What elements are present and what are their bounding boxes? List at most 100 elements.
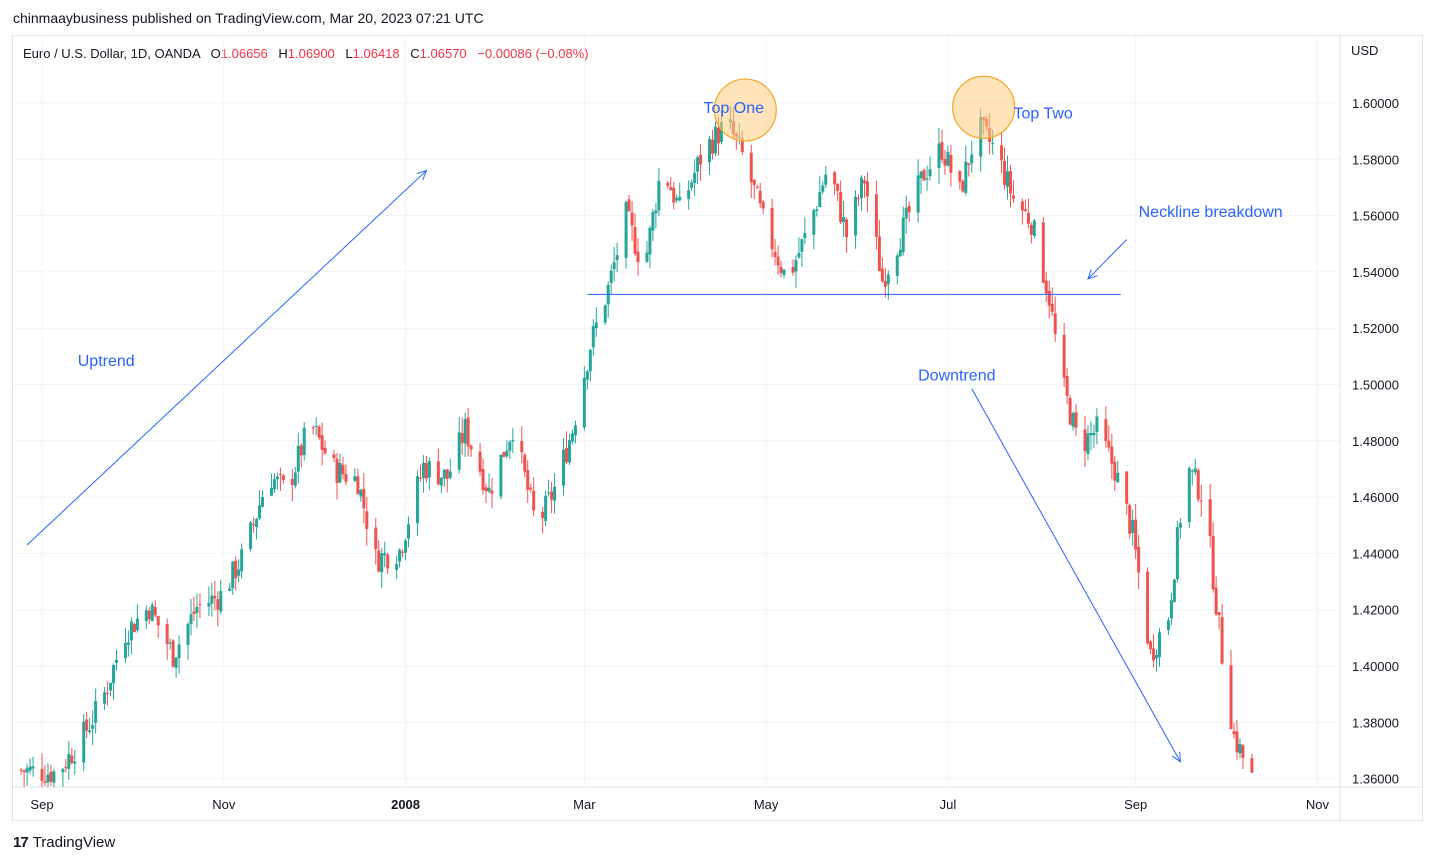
candle: [541, 506, 545, 534]
candle: [106, 681, 110, 706]
candle: [687, 180, 691, 210]
candle-body: [883, 281, 887, 287]
candle: [228, 582, 232, 592]
candle: [374, 517, 378, 565]
candle-body: [582, 377, 586, 428]
candle: [824, 165, 828, 188]
arrow-head: [1171, 751, 1181, 763]
candle: [186, 622, 190, 661]
candle-body: [353, 476, 357, 481]
candle-body: [895, 255, 899, 276]
low-value: 1.06418: [352, 46, 400, 61]
high-value: 1.06900: [287, 46, 335, 61]
candle: [210, 582, 214, 617]
candle-body: [505, 450, 509, 457]
candle-body: [177, 644, 181, 659]
candle: [1128, 503, 1132, 539]
candle: [624, 200, 628, 269]
candle-body: [293, 472, 297, 486]
candle-body: [839, 192, 843, 223]
candle-body: [91, 724, 95, 729]
candle: [880, 257, 884, 283]
candle-body: [573, 425, 577, 436]
candle-body: [401, 551, 405, 553]
candle: [1086, 425, 1090, 461]
neckline-pointer-arrow: [1087, 239, 1128, 280]
candle: [800, 238, 804, 267]
annotation-label: Downtrend: [918, 367, 995, 384]
candle: [857, 194, 861, 207]
candle-body: [234, 560, 238, 579]
y-tick-label: 1.56000: [1352, 209, 1399, 224]
grid-lines: [13, 36, 1340, 787]
candle: [1068, 394, 1072, 426]
currency-label: USD: [1351, 43, 1378, 58]
candle-body: [511, 439, 515, 442]
candle: [415, 470, 419, 536]
candle-body: [460, 433, 464, 444]
candle-body: [633, 227, 637, 254]
candle: [752, 179, 756, 200]
candle: [675, 194, 679, 203]
candle: [64, 758, 68, 773]
candle-body: [1128, 505, 1132, 534]
candle: [755, 184, 759, 189]
top-two-circle: [952, 75, 1016, 139]
candle: [1050, 287, 1054, 317]
candle-body: [1211, 536, 1215, 590]
candle: [693, 159, 697, 196]
candle-body: [1214, 587, 1218, 615]
candle: [377, 539, 381, 573]
candle: [1006, 155, 1010, 200]
candle: [1009, 164, 1012, 208]
candle: [1041, 217, 1045, 284]
candle-body: [1068, 397, 1072, 425]
candle: [457, 416, 461, 474]
candle: [147, 607, 151, 625]
candle: [22, 769, 26, 787]
candle: [562, 438, 565, 496]
candle-body: [290, 478, 294, 485]
candle: [547, 479, 551, 497]
symbol-title[interactable]: Euro / U.S. Dollar, 1D, OANDA: [23, 46, 201, 61]
candle: [198, 593, 202, 619]
candle: [1026, 198, 1030, 229]
x-tick-label: Nov: [212, 797, 236, 812]
candle: [490, 477, 494, 509]
candle-body: [570, 433, 574, 442]
candle-body: [833, 172, 837, 185]
candle: [520, 426, 524, 464]
annotation-label: Top Two: [1013, 105, 1072, 122]
candle: [630, 201, 634, 241]
candle: [886, 270, 890, 300]
candle: [708, 135, 712, 175]
candle: [1020, 198, 1024, 225]
candle: [407, 516, 411, 548]
candle: [1074, 403, 1078, 437]
candle: [967, 163, 971, 177]
candle-body: [672, 187, 676, 203]
candle-body: [109, 682, 113, 691]
footer-brand[interactable]: 17 TradingView: [13, 834, 115, 851]
candle-body: [49, 771, 53, 782]
trendline-segment: [26, 170, 427, 546]
candle-body: [1166, 620, 1170, 631]
top-one-circle: [713, 78, 777, 142]
candle-body: [407, 524, 411, 539]
candle-body: [82, 721, 86, 763]
candle-body: [380, 553, 384, 573]
candle-body: [1116, 472, 1120, 483]
y-tick-label: 1.36000: [1352, 772, 1399, 787]
candle-body: [424, 462, 428, 479]
candle: [797, 237, 801, 260]
candle-body: [585, 371, 589, 380]
candle: [49, 764, 53, 786]
candle: [356, 468, 360, 495]
candle-body: [776, 256, 780, 266]
candle-body: [567, 440, 571, 463]
candle-body: [1241, 745, 1245, 758]
candle: [958, 170, 962, 190]
candle-body: [153, 607, 157, 616]
candle: [836, 183, 840, 202]
